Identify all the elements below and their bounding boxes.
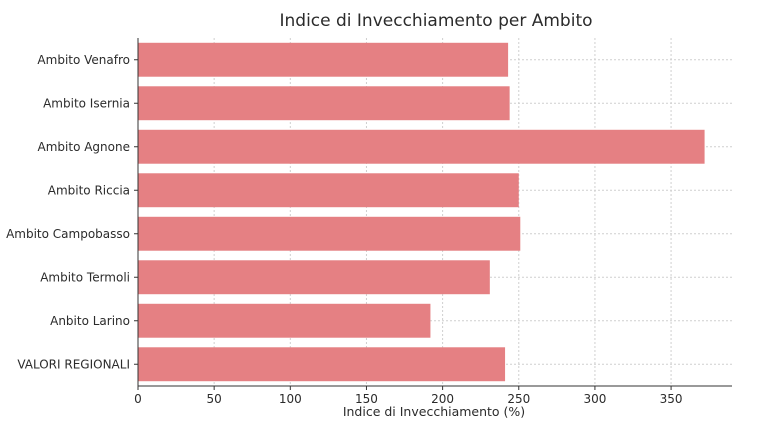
x-tick-label: 100 xyxy=(279,392,302,406)
y-tick-label: Ambito Isernia xyxy=(43,96,130,110)
bar-3 xyxy=(138,173,519,208)
bars-layer xyxy=(138,42,705,382)
x-tick-label: 300 xyxy=(583,392,606,406)
bar-2 xyxy=(138,129,705,164)
x-tick-label: 250 xyxy=(507,392,530,406)
y-tick-label: Ambito Termoli xyxy=(40,270,130,284)
axes-layer xyxy=(134,38,732,390)
y-tick-label: VALORI REGIONALI xyxy=(17,357,130,371)
y-tick-label: Ambito Riccia xyxy=(48,183,130,197)
x-axis-label: Indice di Invecchiamento (%) xyxy=(343,404,525,419)
y-tick-label: Ambito Venafro xyxy=(37,53,130,67)
bar-4 xyxy=(138,216,521,251)
x-tick-label: 200 xyxy=(431,392,454,406)
bar-1 xyxy=(138,86,510,121)
bar-6 xyxy=(138,303,431,338)
chart-title: Indice di Invecchiamento per Ambito xyxy=(279,11,592,31)
y-tick-label: Ambito Campobasso xyxy=(6,227,130,241)
x-tick-label: 50 xyxy=(207,392,222,406)
labels-layer: 0 50 100 150 200 250 300 350 Ambito Venafro Ambit… xyxy=(6,53,682,406)
bar-5 xyxy=(138,260,490,295)
x-tick-label: 350 xyxy=(660,392,683,406)
y-tick-label: Anbito Larino xyxy=(50,314,130,328)
x-tick-label: 0 xyxy=(134,392,142,406)
bar-7 xyxy=(138,347,506,382)
bar-0 xyxy=(138,42,509,77)
x-tick-label: 150 xyxy=(355,392,378,406)
y-tick-label: Ambito Agnone xyxy=(38,140,130,154)
